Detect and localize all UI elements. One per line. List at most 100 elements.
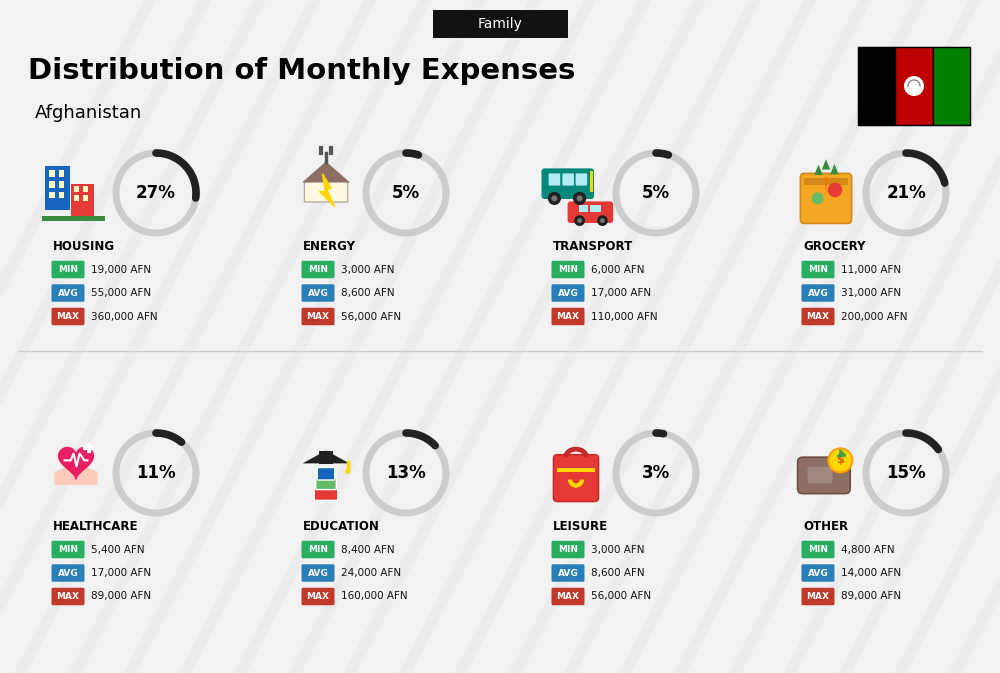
FancyBboxPatch shape <box>801 284 834 302</box>
Text: 13%: 13% <box>386 464 426 482</box>
Text: AVG: AVG <box>58 289 78 297</box>
Circle shape <box>597 215 608 226</box>
Polygon shape <box>822 159 830 170</box>
FancyBboxPatch shape <box>42 216 104 221</box>
Text: 21%: 21% <box>886 184 926 202</box>
Text: MAX: MAX <box>56 312 80 321</box>
FancyBboxPatch shape <box>59 181 64 188</box>
FancyBboxPatch shape <box>52 564 84 581</box>
Text: MIN: MIN <box>558 545 578 554</box>
FancyBboxPatch shape <box>302 308 334 325</box>
FancyBboxPatch shape <box>49 170 55 176</box>
FancyBboxPatch shape <box>317 468 335 480</box>
FancyBboxPatch shape <box>52 588 84 605</box>
Text: 27%: 27% <box>136 184 176 202</box>
FancyBboxPatch shape <box>319 452 333 464</box>
Text: 24,000 AFN: 24,000 AFN <box>341 568 401 578</box>
FancyBboxPatch shape <box>83 186 88 192</box>
Circle shape <box>551 195 557 201</box>
Text: LEISURE: LEISURE <box>553 520 608 532</box>
Text: 8,400 AFN: 8,400 AFN <box>341 544 395 555</box>
Circle shape <box>577 195 583 201</box>
Text: MIN: MIN <box>308 265 328 274</box>
FancyBboxPatch shape <box>541 168 594 199</box>
Text: 19,000 AFN: 19,000 AFN <box>91 264 151 275</box>
Text: 160,000 AFN: 160,000 AFN <box>341 592 408 602</box>
Text: Family: Family <box>478 17 522 31</box>
FancyBboxPatch shape <box>801 540 834 558</box>
Text: AVG: AVG <box>808 569 828 577</box>
Text: MAX: MAX <box>806 592 830 601</box>
Text: MIN: MIN <box>808 545 828 554</box>
Polygon shape <box>304 164 348 202</box>
FancyBboxPatch shape <box>52 284 84 302</box>
Text: MAX: MAX <box>306 312 330 321</box>
Circle shape <box>345 469 350 474</box>
Text: AVG: AVG <box>308 289 328 297</box>
Text: 11,000 AFN: 11,000 AFN <box>841 264 901 275</box>
Circle shape <box>600 218 605 223</box>
Text: MIN: MIN <box>58 265 78 274</box>
FancyBboxPatch shape <box>800 174 852 223</box>
Text: AVG: AVG <box>558 569 578 577</box>
FancyBboxPatch shape <box>83 195 88 201</box>
Text: AVG: AVG <box>558 289 578 297</box>
Text: 8,600 AFN: 8,600 AFN <box>341 288 395 298</box>
Polygon shape <box>319 174 334 207</box>
Circle shape <box>577 218 582 223</box>
Polygon shape <box>54 464 98 485</box>
Text: 11%: 11% <box>136 464 176 482</box>
Text: 89,000 AFN: 89,000 AFN <box>91 592 151 602</box>
Text: MAX: MAX <box>556 312 580 321</box>
FancyBboxPatch shape <box>576 174 587 186</box>
Text: 6,000 AFN: 6,000 AFN <box>591 264 644 275</box>
FancyBboxPatch shape <box>302 588 334 605</box>
FancyBboxPatch shape <box>553 454 599 501</box>
FancyBboxPatch shape <box>302 564 334 581</box>
Text: GROCERY: GROCERY <box>803 240 865 252</box>
Text: AVG: AVG <box>308 569 328 577</box>
FancyBboxPatch shape <box>557 468 595 472</box>
FancyBboxPatch shape <box>552 564 584 581</box>
Polygon shape <box>578 205 608 213</box>
Text: TRANSPORT: TRANSPORT <box>553 240 633 252</box>
Text: MAX: MAX <box>806 312 830 321</box>
Text: AVG: AVG <box>58 569 78 577</box>
Text: MIN: MIN <box>58 545 78 554</box>
FancyBboxPatch shape <box>49 192 55 199</box>
Text: 8,600 AFN: 8,600 AFN <box>591 568 645 578</box>
FancyBboxPatch shape <box>549 174 560 186</box>
FancyBboxPatch shape <box>590 205 601 212</box>
FancyBboxPatch shape <box>562 174 574 186</box>
FancyBboxPatch shape <box>808 467 833 483</box>
FancyBboxPatch shape <box>801 588 834 605</box>
Circle shape <box>574 215 585 226</box>
FancyBboxPatch shape <box>314 488 338 501</box>
Polygon shape <box>303 450 349 464</box>
Text: 3%: 3% <box>642 464 670 482</box>
FancyBboxPatch shape <box>801 260 834 278</box>
FancyBboxPatch shape <box>552 540 584 558</box>
FancyBboxPatch shape <box>49 181 55 188</box>
Polygon shape <box>830 164 839 174</box>
FancyBboxPatch shape <box>52 260 84 278</box>
Text: OTHER: OTHER <box>803 520 848 532</box>
Text: MIN: MIN <box>308 545 328 554</box>
Text: 31,000 AFN: 31,000 AFN <box>841 288 901 298</box>
Text: 200,000 AFN: 200,000 AFN <box>841 312 908 322</box>
FancyBboxPatch shape <box>552 588 584 605</box>
FancyBboxPatch shape <box>933 47 970 125</box>
FancyBboxPatch shape <box>71 184 94 217</box>
Text: MAX: MAX <box>56 592 80 601</box>
FancyBboxPatch shape <box>804 178 848 184</box>
Circle shape <box>548 192 561 205</box>
Text: MAX: MAX <box>556 592 580 601</box>
FancyBboxPatch shape <box>552 260 584 278</box>
FancyBboxPatch shape <box>44 166 70 209</box>
Circle shape <box>828 183 842 197</box>
FancyBboxPatch shape <box>52 540 84 558</box>
FancyBboxPatch shape <box>858 47 895 125</box>
FancyBboxPatch shape <box>59 170 64 176</box>
FancyBboxPatch shape <box>432 10 568 38</box>
FancyBboxPatch shape <box>302 260 334 278</box>
